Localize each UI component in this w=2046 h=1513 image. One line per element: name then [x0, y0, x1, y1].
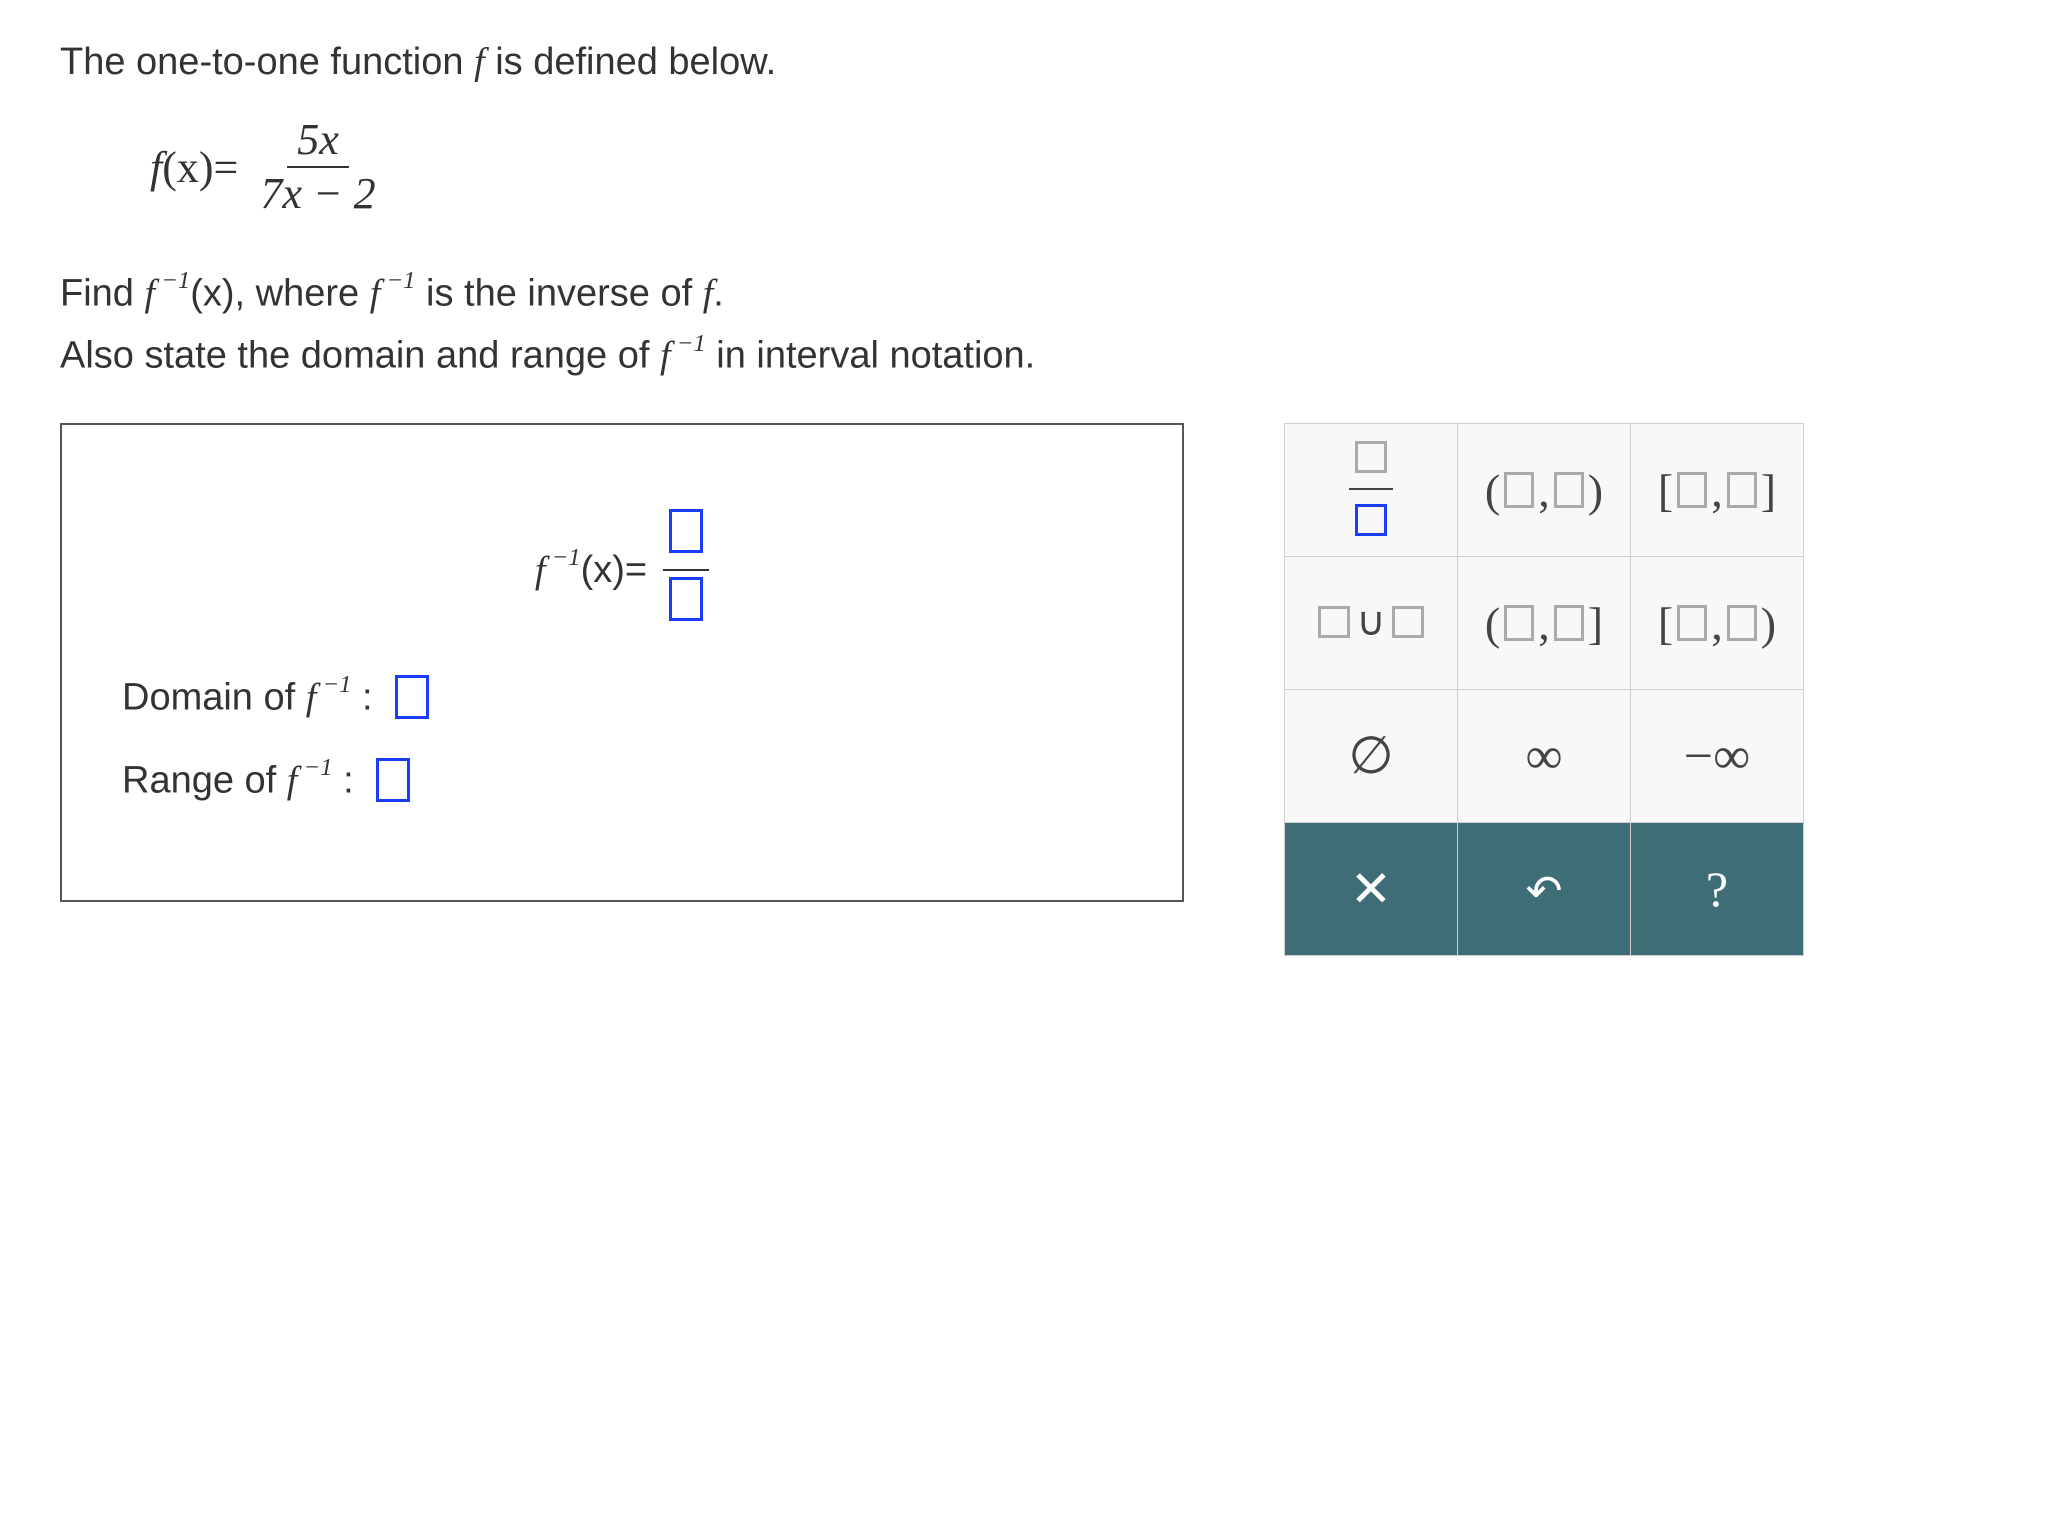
domain-answer-row: Domain of f −1 : — [122, 675, 1122, 720]
line2-period: . — [713, 272, 724, 314]
line2-mid: , where — [235, 272, 370, 314]
fraction: 5x 7x − 2 — [250, 114, 385, 221]
line2-finv-arg: (x) — [190, 272, 234, 314]
x-icon: ✕ — [1350, 861, 1392, 917]
intro-suffix: is defined below. — [495, 41, 776, 83]
domain-label: Domain of f −1 : — [122, 675, 373, 720]
line2-finv2: f −1 — [370, 271, 416, 316]
palette-help-button[interactable]: ? — [1631, 823, 1804, 956]
palette-closed-open-interval-button[interactable]: [,) — [1631, 557, 1804, 690]
palette-open-open-interval-button[interactable]: (,) — [1458, 424, 1631, 557]
inverse-numerator-input[interactable] — [669, 509, 703, 553]
lhs-f: f — [150, 142, 162, 193]
range-answer-row: Range of f −1 : — [122, 758, 1122, 803]
instruction-line-2: Also state the domain and range of f −1 … — [60, 333, 1986, 378]
intro-mid — [485, 41, 496, 83]
problem-intro: The one-to-one function f is defined bel… — [60, 40, 1986, 84]
denominator: 7x − 2 — [250, 168, 385, 220]
inverse-eq: = — [625, 549, 647, 592]
palette-undo-button[interactable]: ↶ — [1458, 823, 1631, 956]
line3-suffix: in interval notation. — [706, 335, 1036, 377]
palette-clear-button[interactable]: ✕ — [1285, 823, 1458, 956]
line2-finv: f −1 — [144, 271, 190, 316]
inverse-answer-row: f −1 (x) = — [122, 503, 1122, 637]
help-icon: ? — [1706, 861, 1728, 917]
palette-closed-closed-interval-button[interactable]: [,] — [1631, 424, 1804, 557]
intro-prefix: The one-to-one function — [60, 41, 474, 83]
range-input[interactable] — [376, 758, 410, 802]
lhs-arg: (x) — [162, 142, 213, 193]
function-definition: f(x) = 5x 7x − 2 — [150, 114, 1986, 221]
palette-infinity-button[interactable]: ∞ — [1458, 690, 1631, 823]
palette-neg-infinity-button[interactable]: −∞ — [1631, 690, 1804, 823]
range-label: Range of f −1 : — [122, 758, 354, 803]
equals: = — [214, 142, 239, 193]
tool-palette: (,) [,] ∪ (,] [,) ∅ — [1284, 423, 1804, 956]
numerator: 5x — [287, 114, 349, 168]
inverse-label: f −1 — [535, 548, 581, 593]
intro-fvar: f — [474, 41, 485, 83]
line2-fvar: f — [703, 272, 714, 314]
answer-box: f −1 (x) = Domain of f −1 : Range of f −… — [60, 423, 1184, 902]
undo-icon: ↶ — [1526, 867, 1563, 916]
palette-open-closed-interval-button[interactable]: (,] — [1458, 557, 1631, 690]
line3-prefix: Also state the domain and range of — [60, 335, 660, 377]
line2-prefix: Find — [60, 272, 144, 314]
domain-input[interactable] — [395, 675, 429, 719]
instruction-line-1: Find f −1(x), where f −1 is the inverse … — [60, 271, 1986, 316]
inverse-denominator-input[interactable] — [669, 577, 703, 621]
inverse-arg: (x) — [581, 549, 625, 592]
line3-finv: f −1 — [660, 333, 706, 378]
palette-fraction-button[interactable] — [1285, 424, 1458, 557]
line2-suffix: is the inverse of — [415, 272, 702, 314]
palette-union-button[interactable]: ∪ — [1285, 557, 1458, 690]
inverse-input-fraction[interactable] — [663, 503, 709, 637]
palette-empty-set-button[interactable]: ∅ — [1285, 690, 1458, 823]
